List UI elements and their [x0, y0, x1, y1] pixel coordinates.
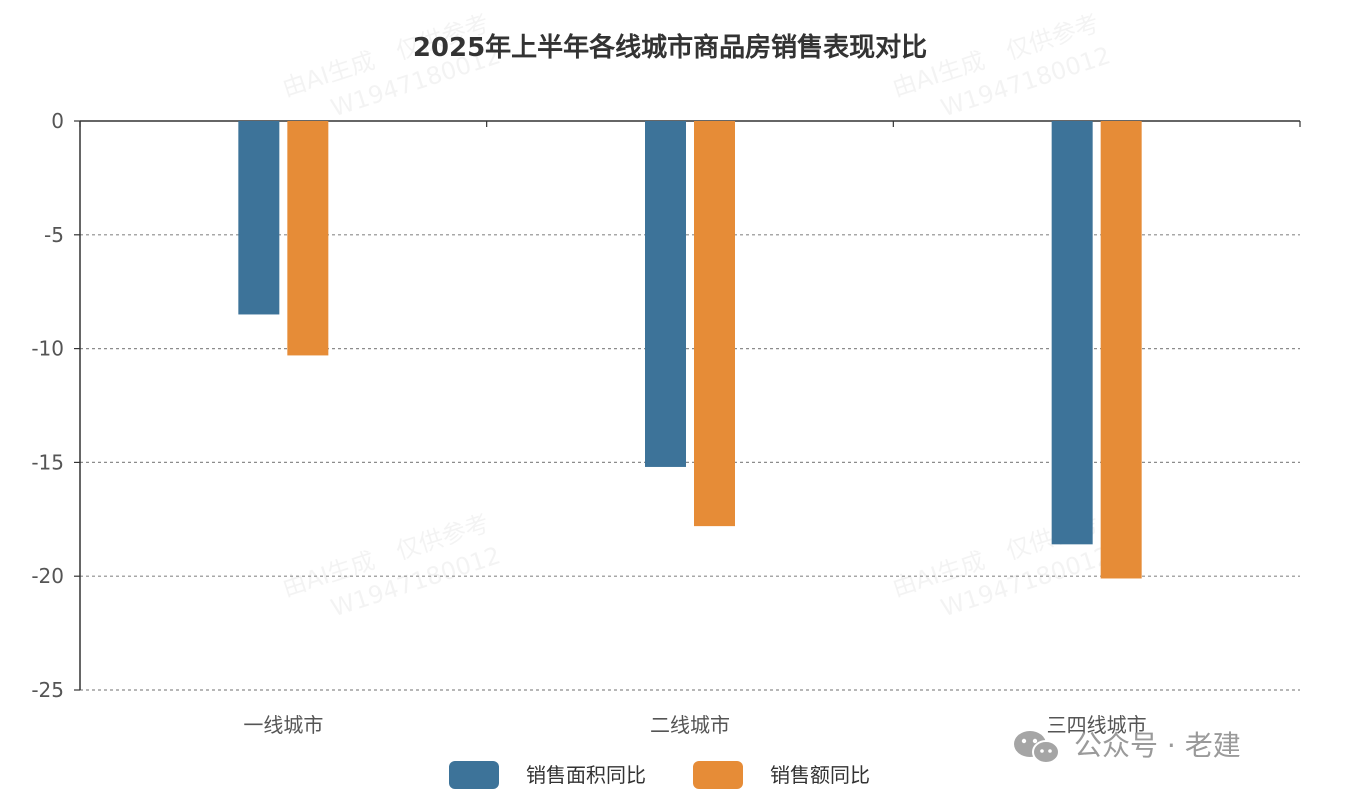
bar-area-2 [1051, 121, 1093, 545]
x-axis: 一线城市 二线城市 三四线城市 [79, 120, 1301, 737]
watermark: 由AI生成 仅供参考W1947180012 [279, 509, 504, 622]
bar-amount-1 [694, 121, 735, 527]
brand-text: 公众号 · 老建 [1074, 729, 1241, 762]
watermark: 由AI生成 仅供参考W1947180012 [279, 9, 504, 122]
x-tick-label: 三四线城市 [1047, 713, 1147, 737]
legend-swatch [449, 761, 499, 789]
x-tick-label: 二线城市 [650, 713, 730, 737]
legend: 销售面积同比 销售额同比 [449, 761, 870, 789]
x-tick-label: 一线城市 [243, 713, 323, 737]
wechat-icon [1014, 731, 1060, 764]
watermark: 由AI生成 仅供参考W1947180012 [889, 9, 1114, 122]
legend-swatch [693, 761, 743, 789]
chart-title: 2025年上半年各线城市商品房销售表现对比 [413, 32, 927, 63]
bars [238, 121, 1142, 579]
y-tick-label: -25 [31, 678, 64, 702]
y-tick-label: -10 [31, 337, 64, 361]
y-tick-label: 0 [51, 109, 64, 133]
legend-label: 销售额同比 [770, 763, 870, 787]
bar-area-0 [238, 121, 280, 315]
legend-label: 销售面积同比 [526, 763, 646, 787]
y-axis: 0 -5 -10 -15 -20 -25 [31, 109, 81, 702]
bar-area-1 [645, 121, 686, 467]
brand-mark: 公众号 · 老建 [1014, 729, 1241, 764]
bar-amount-2 [1100, 121, 1142, 579]
bar-amount-0 [287, 121, 329, 356]
gridlines [80, 234, 1300, 691]
y-tick-label: -20 [31, 564, 64, 588]
y-tick-label: -5 [44, 223, 64, 247]
y-tick-label: -15 [31, 450, 64, 474]
